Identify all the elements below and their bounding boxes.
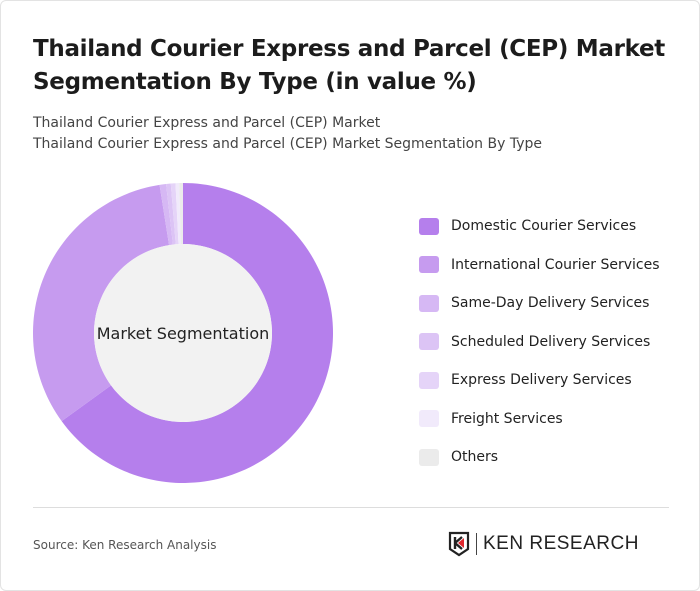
slice-scheduled-delivery-services — [166, 183, 176, 245]
slice-same-day-delivery-services — [159, 183, 173, 246]
legend-swatch — [419, 256, 439, 274]
legend-label: Freight Services — [451, 410, 563, 427]
logo-text: KEN RESEARCH — [483, 533, 639, 554]
legend-label: Scheduled Delivery Services — [451, 333, 651, 350]
source-note: Source: Ken Research Analysis — [33, 538, 217, 552]
legend-swatch — [419, 294, 439, 312]
chart-title: Thailand Courier Express and Parcel (CEP… — [33, 36, 665, 95]
slice-freight-services — [175, 183, 181, 245]
donut-chart: Market Segmentation — [32, 183, 334, 484]
ken-logo-icon — [448, 531, 470, 557]
subtitle-segmentation: Thailand Courier Express and Parcel (CEP… — [33, 136, 543, 152]
ken-research-logo: KEN RESEARCH — [448, 531, 639, 557]
center-label: Market Segmentation — [97, 324, 270, 343]
divider — [33, 507, 669, 508]
subtitle-market: Thailand Courier Express and Parcel (CEP… — [33, 115, 381, 131]
legend-swatch — [419, 333, 439, 351]
legend-item: Others — [419, 438, 660, 477]
legend-label: Domestic Courier Services — [451, 218, 637, 235]
legend-swatch — [419, 448, 439, 466]
legend-item: Domestic Courier Services — [419, 207, 660, 246]
legend-label: International Courier Services — [451, 256, 660, 273]
legend-item: Express Delivery Services — [419, 361, 660, 400]
slice-others — [179, 183, 183, 245]
legend: Domestic Courier Services International C… — [419, 207, 660, 477]
slice-domestic-courier-services — [61, 183, 334, 484]
legend-swatch — [419, 371, 439, 389]
legend-label: Others — [451, 449, 499, 466]
legend-label: Express Delivery Services — [451, 372, 632, 389]
legend-item: Same-Day Delivery Services — [419, 284, 660, 323]
legend-item: Scheduled Delivery Services — [419, 323, 660, 362]
donut-hole — [94, 244, 272, 422]
legend-item: Freight Services — [419, 400, 660, 439]
legend-item: International Courier Services — [419, 246, 660, 285]
legend-swatch — [419, 410, 439, 428]
legend-label: Same-Day Delivery Services — [451, 295, 650, 312]
slice-express-delivery-services — [170, 183, 179, 245]
slice-international-courier-services — [32, 184, 170, 422]
legend-swatch — [419, 217, 439, 235]
